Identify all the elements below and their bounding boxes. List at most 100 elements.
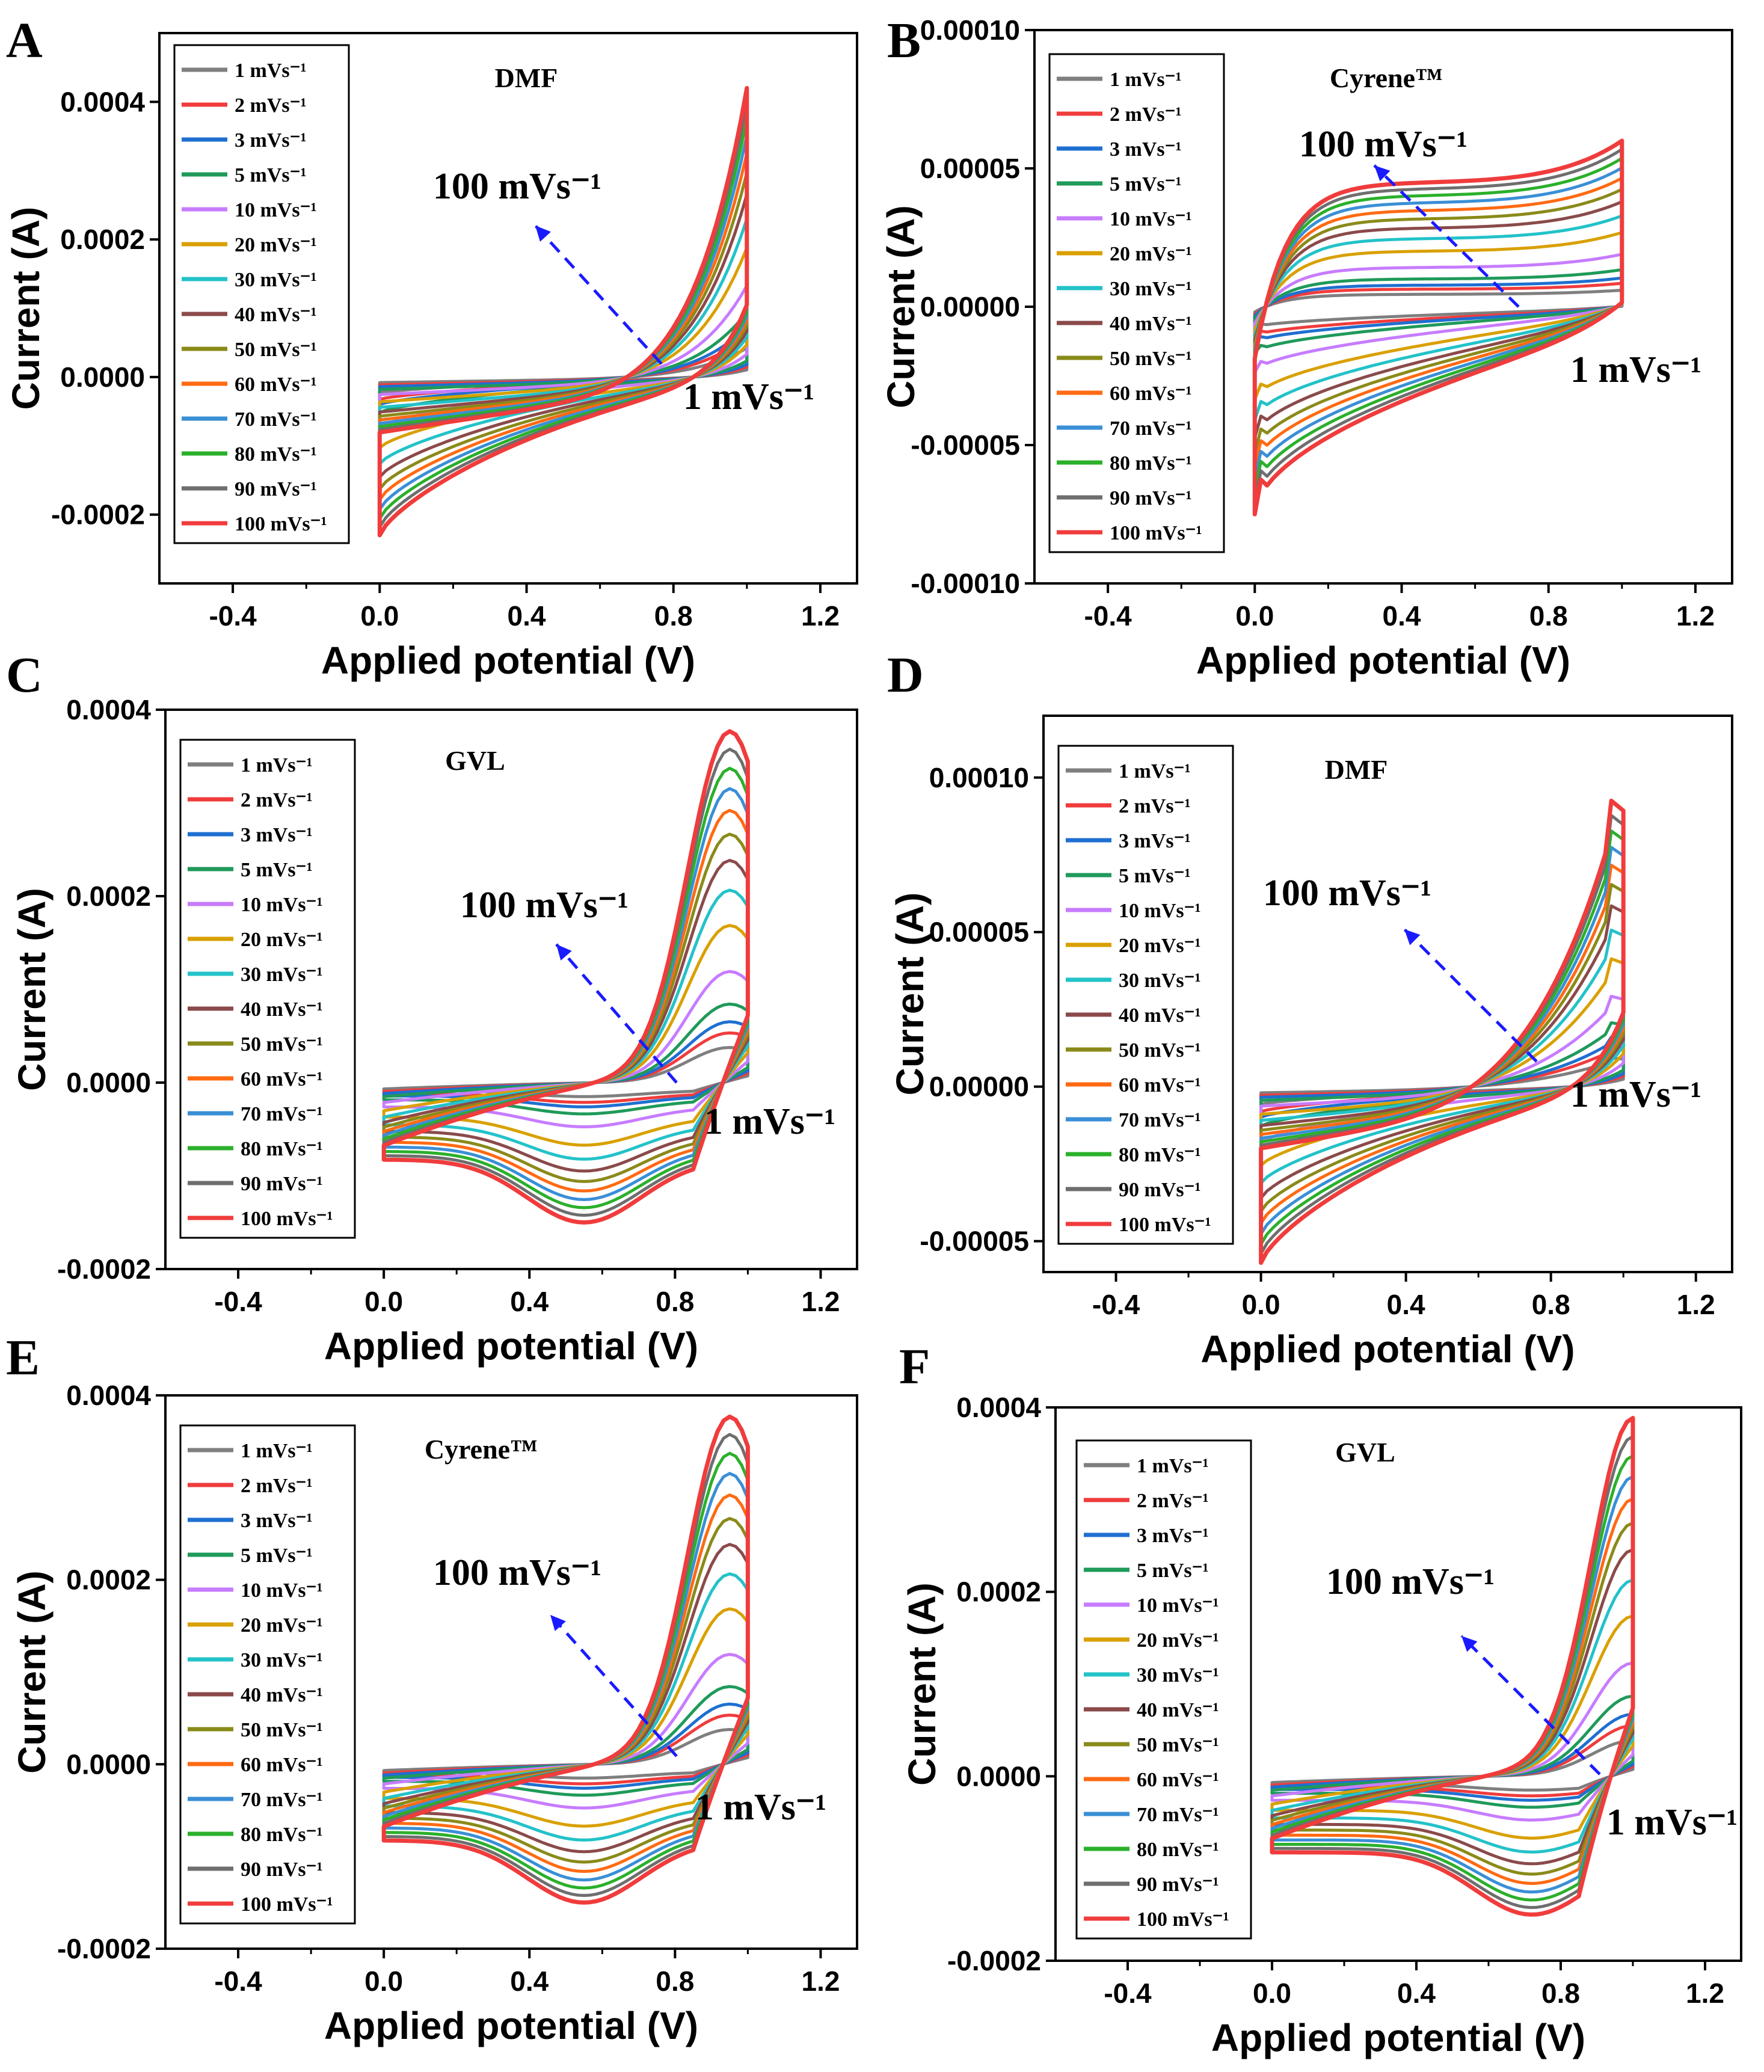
legend-entry: 40 mVs⁻¹	[235, 304, 317, 326]
x-tick-label: 0.4	[510, 1966, 549, 1997]
legend-entry: 100 mVs⁻¹	[241, 1208, 333, 1230]
cv-curve-100	[381, 729, 750, 1225]
arrow-head	[556, 944, 572, 961]
legend-box	[1048, 53, 1225, 553]
x-axis-title: Applied potential (V)	[1196, 639, 1570, 682]
annotation-100: 100 mVs⁻¹	[433, 1552, 601, 1593]
cv-curve-20	[382, 1607, 749, 1828]
legend-entry: 2 mVs⁻¹	[235, 94, 307, 117]
y-axis-title: Current (A)	[4, 207, 48, 410]
panel-b: B -0.4 0.0 0.4 0.8 1.2 -0.00010 -0.00005 0.00000…	[879, 13, 1733, 682]
x-tick-label: 1.2	[1677, 1289, 1715, 1320]
curves	[381, 1414, 750, 1905]
cv-curve-30	[378, 217, 749, 466]
y-tick-label: -0.0002	[51, 499, 145, 530]
legend-entry: 40 mVs⁻¹	[1119, 1004, 1201, 1027]
legend-entry: 70 mVs⁻¹	[1119, 1109, 1201, 1131]
y-tick-label: 0.00000	[920, 291, 1020, 322]
scan-rate-arrow	[555, 943, 678, 1084]
legend-entry: 100 mVs⁻¹	[1137, 1908, 1229, 1931]
arrow-head	[1404, 929, 1421, 945]
legend-entry: 5 mVs⁻¹	[1110, 173, 1182, 195]
x-tick-label: 0.8	[656, 1286, 694, 1317]
y-axis-title: Current (A)	[10, 1570, 54, 1774]
plot-frame	[164, 1394, 858, 1950]
scan-rate-arrow	[534, 224, 663, 365]
y-tick-label: 0.00000	[929, 1071, 1029, 1102]
legend-entry: 40 mVs⁻¹	[241, 998, 323, 1021]
legend: 1 mVs⁻¹ 2 mVs⁻¹ 3 mVs⁻¹ 5 mVs⁻¹ 10 mVs⁻¹ 20 m…	[1075, 1439, 1252, 1940]
legend-entry: 90 mVs⁻¹	[235, 478, 317, 500]
cv-curve-70	[1259, 846, 1625, 1236]
cv-curve-50	[378, 171, 749, 491]
legend-entry: 30 mVs⁻¹	[235, 269, 317, 291]
legend-entry: 80 mVs⁻¹	[241, 1138, 323, 1160]
legend-entry: 3 mVs⁻¹	[241, 1510, 313, 1532]
solvent-label: Cyrene™	[1330, 63, 1443, 93]
legend-entry: 50 mVs⁻¹	[241, 1033, 323, 1056]
legend-entry: 10 mVs⁻¹	[235, 199, 317, 221]
cv-curve-90	[1270, 1434, 1635, 1909]
y-tick-label: -0.0002	[947, 1945, 1041, 1976]
legend-entry: 20 mVs⁻¹	[241, 929, 323, 951]
solvent-label: GVL	[1335, 1437, 1395, 1468]
y-tick-label: -0.0002	[57, 1253, 151, 1285]
x-tick-label: 1.2	[801, 600, 840, 632]
legend-entry: 20 mVs⁻¹	[1110, 243, 1192, 265]
solvent-label: DMF	[495, 63, 558, 93]
legend-entry: 60 mVs⁻¹	[241, 1068, 323, 1090]
y-tick-label: 0.0000	[66, 1748, 151, 1780]
legend-entry: 30 mVs⁻¹	[1119, 970, 1201, 992]
legend-entry: 60 mVs⁻¹	[1110, 383, 1192, 405]
legend-entry: 3 mVs⁻¹	[241, 824, 313, 846]
annotation-100: 100 mVs⁻¹	[1299, 124, 1467, 165]
x-tick-label: 0.0	[1242, 1289, 1280, 1320]
legend-entry: 50 mVs⁻¹	[1110, 348, 1192, 370]
y-tick-label: -0.00005	[920, 1226, 1029, 1257]
y-tick-label: 0.0004	[956, 1392, 1041, 1423]
x-tick-label: 0.0	[364, 1286, 403, 1317]
x-tick-label: 0.0	[1253, 1978, 1291, 2009]
x-tick-label: 0.0	[364, 1966, 403, 1997]
y-tick-label: -0.00005	[911, 429, 1020, 461]
y-tick-label: 0.00010	[929, 762, 1029, 793]
cv-curve-10	[382, 970, 749, 1128]
cv-curve-40	[382, 1543, 749, 1854]
legend-entry: 10 mVs⁻¹	[1119, 900, 1201, 922]
y-tick-label: 0.00005	[920, 153, 1020, 184]
legend-entry: 70 mVs⁻¹	[241, 1789, 323, 1811]
cv-curve-30	[1270, 1578, 1635, 1854]
scan-rate-arrow	[549, 1614, 678, 1757]
legend: 1 mVs⁻¹ 2 mVs⁻¹ 3 mVs⁻¹ 5 mVs⁻¹ 10 mVs⁻¹ 20 m…	[179, 739, 356, 1239]
cv-curve-30	[1259, 928, 1625, 1185]
legend-entry: 30 mVs⁻¹	[1110, 278, 1192, 300]
legend-entry: 2 mVs⁻¹	[1137, 1490, 1209, 1512]
panel-letter: C	[6, 647, 43, 703]
x-tick-label: -0.4	[214, 1966, 262, 1997]
legend-entry: 40 mVs⁻¹	[1110, 313, 1192, 335]
y-tick-label: 0.0000	[956, 1760, 1041, 1792]
y-axis-title: Current (A)	[888, 893, 932, 1096]
legend-entry: 40 mVs⁻¹	[241, 1684, 323, 1706]
legend-entry: 2 mVs⁻¹	[1110, 103, 1182, 126]
x-axis-title: Applied potential (V)	[324, 2004, 698, 2047]
y-tick-label: -0.0002	[57, 1933, 151, 1964]
legend-entry: 5 mVs⁻¹	[241, 1545, 313, 1567]
legend-entry: 60 mVs⁻¹	[235, 374, 317, 396]
scan-rate-arrow	[1403, 928, 1538, 1063]
legend-entry: 10 mVs⁻¹	[241, 1579, 323, 1602]
y-tick-label: 0.0000	[60, 361, 145, 393]
cv-curve-100	[1252, 138, 1624, 517]
plot-frame	[164, 709, 858, 1270]
legend-entry: 1 mVs⁻¹	[235, 60, 307, 82]
legend-entry: 60 mVs⁻¹	[1119, 1074, 1201, 1096]
cv-curve-20	[382, 924, 749, 1147]
legend-entry: 70 mVs⁻¹	[241, 1103, 323, 1125]
annotation-100: 100 mVs⁻¹	[1326, 1561, 1495, 1602]
cv-curve-60	[1259, 864, 1625, 1225]
legend: 1 mVs⁻¹ 2 mVs⁻¹ 3 mVs⁻¹ 5 mVs⁻¹ 10 mVs⁻¹ 20 m…	[179, 1424, 356, 1925]
x-tick-label: 0.8	[656, 1966, 694, 1997]
legend-box	[179, 1424, 356, 1925]
scan-rate-arrow	[1460, 1635, 1601, 1775]
